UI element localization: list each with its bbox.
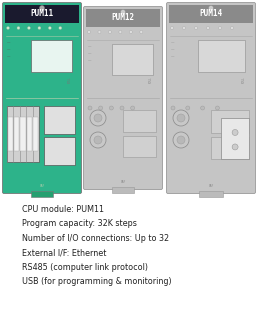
Text: PUM12: PUM12 (112, 14, 135, 22)
Text: External I/F: Ethernet: External I/F: Ethernet (22, 249, 106, 257)
Circle shape (140, 31, 143, 33)
Text: SAF: SAF (120, 180, 126, 184)
Circle shape (215, 106, 219, 110)
Text: —: — (171, 54, 174, 58)
Circle shape (206, 26, 210, 30)
Circle shape (171, 106, 175, 110)
Bar (198, 40, 245, 72)
Circle shape (90, 132, 106, 148)
Circle shape (88, 31, 90, 33)
Circle shape (177, 114, 185, 122)
Circle shape (120, 9, 126, 14)
Circle shape (129, 31, 132, 33)
Circle shape (88, 106, 92, 110)
Bar (112, 44, 153, 75)
Circle shape (40, 5, 44, 10)
Circle shape (109, 106, 113, 110)
Bar (8, 117, 13, 151)
Text: PULL: PULL (242, 76, 246, 83)
Bar (31, 40, 72, 72)
Circle shape (171, 26, 173, 30)
Text: PULL: PULL (68, 76, 72, 83)
Circle shape (120, 106, 124, 110)
Text: SAF: SAF (40, 184, 44, 188)
Text: Number of I/O connections: Up to 32: Number of I/O connections: Up to 32 (22, 234, 169, 243)
Circle shape (94, 136, 102, 144)
Circle shape (232, 144, 238, 150)
Bar (27, 117, 32, 151)
Circle shape (99, 106, 103, 110)
Text: —: — (88, 58, 92, 62)
Circle shape (183, 26, 185, 30)
Bar (31, 191, 53, 197)
Text: —: — (171, 47, 174, 51)
Circle shape (48, 26, 51, 30)
Circle shape (177, 136, 185, 144)
Text: —: — (7, 47, 10, 51)
Text: —: — (7, 54, 10, 58)
Circle shape (186, 106, 190, 110)
Text: PULL: PULL (149, 77, 153, 83)
Text: USB (for programming & monitoring): USB (for programming & monitoring) (22, 278, 172, 287)
Bar (33, 117, 38, 151)
Bar (221, 118, 249, 159)
Circle shape (108, 31, 112, 33)
Bar (43, 137, 75, 165)
Circle shape (131, 106, 135, 110)
FancyBboxPatch shape (83, 7, 162, 190)
Bar (199, 191, 223, 197)
Circle shape (218, 26, 222, 30)
Circle shape (6, 26, 10, 30)
Bar (123, 110, 157, 132)
Bar (43, 106, 75, 134)
Bar (169, 5, 253, 23)
Bar (86, 9, 160, 27)
Bar (5, 5, 79, 23)
Circle shape (27, 26, 30, 30)
Bar (211, 137, 249, 159)
Circle shape (209, 5, 213, 10)
Circle shape (59, 26, 62, 30)
Circle shape (231, 26, 233, 30)
Circle shape (119, 31, 122, 33)
Text: SAF: SAF (209, 184, 213, 188)
Text: Program capacity: 32K steps: Program capacity: 32K steps (22, 220, 137, 228)
Circle shape (201, 106, 205, 110)
Circle shape (90, 110, 106, 126)
Text: —: — (171, 40, 174, 44)
Bar (7, 106, 39, 163)
Bar (123, 135, 157, 157)
Circle shape (98, 31, 101, 33)
Circle shape (17, 26, 20, 30)
Text: —: — (7, 40, 10, 44)
Text: —: — (88, 44, 92, 48)
Circle shape (173, 132, 189, 148)
Circle shape (94, 114, 102, 122)
FancyBboxPatch shape (166, 3, 256, 193)
Circle shape (38, 26, 41, 30)
Text: RS485 (computer link protocol): RS485 (computer link protocol) (22, 263, 148, 272)
Bar (112, 187, 134, 193)
Bar (20, 117, 26, 151)
Circle shape (232, 129, 238, 135)
FancyBboxPatch shape (3, 3, 81, 193)
Text: CPU module: PUM11: CPU module: PUM11 (22, 205, 104, 214)
Circle shape (194, 26, 198, 30)
Text: PUM14: PUM14 (199, 9, 223, 19)
Bar (14, 117, 19, 151)
Text: —: — (88, 51, 92, 55)
Bar (211, 110, 249, 133)
Text: PUM11: PUM11 (30, 9, 54, 19)
Circle shape (173, 110, 189, 126)
